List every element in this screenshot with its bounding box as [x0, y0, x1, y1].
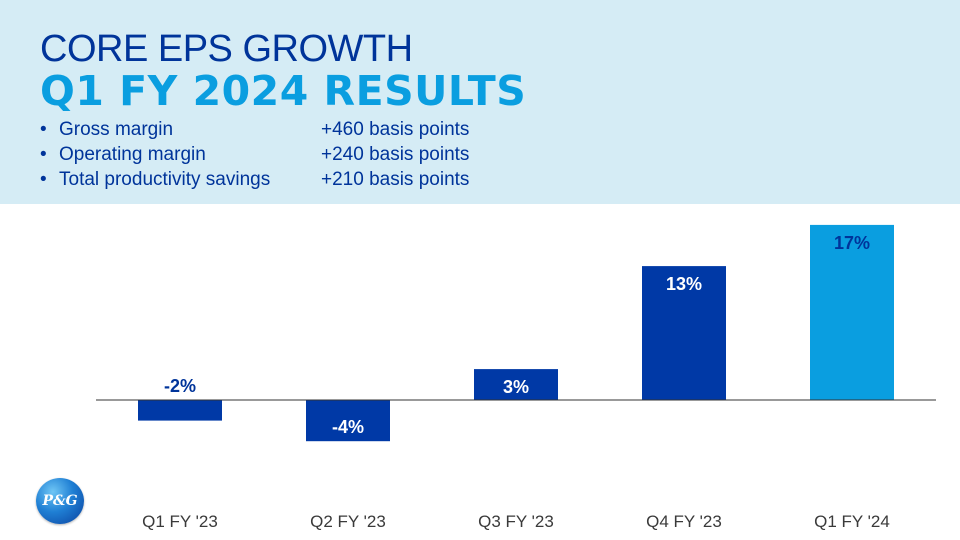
highlight-value: +210 basis points	[321, 169, 470, 190]
highlight-label: Gross margin	[59, 119, 174, 140]
bar-1	[306, 400, 390, 442]
highlight-value: +460 basis points	[321, 119, 470, 140]
bar-2	[474, 369, 558, 400]
bar-value-label: 3%	[503, 377, 529, 397]
bar-4	[810, 224, 894, 400]
bullet-icon: •	[40, 169, 47, 190]
category-label: Q3 FY '23	[478, 512, 554, 531]
eps-growth-bar-chart: -2% Q1 FY '23 -4% Q2 FY '23 3% Q3 FY '23 13% Q4…	[96, 224, 936, 531]
title-line-1: CORE EPS GROWTH	[40, 28, 413, 70]
bar-value-label: 17%	[834, 233, 870, 253]
header-banner: CORE EPS GROWTH Q1 FY 2024 RESULTS • Gro…	[0, 0, 960, 204]
category-label: Q1 FY '23	[142, 512, 218, 531]
bullet-icon: •	[40, 144, 47, 165]
bar-value-label: -4%	[332, 417, 364, 437]
logo-text: P&G	[42, 493, 78, 509]
category-label: Q4 FY '23	[646, 512, 722, 531]
bar-0	[138, 400, 222, 421]
bar-value-label: 13%	[666, 274, 702, 294]
pg-logo-icon: P&G	[36, 478, 84, 524]
title-line-2: Q1 FY 2024 RESULTS	[40, 67, 527, 115]
category-label: Q2 FY '23	[310, 512, 386, 531]
highlight-value: +240 basis points	[321, 144, 470, 165]
category-label: Q1 FY '24	[814, 512, 890, 531]
highlight-label: Total productivity savings	[59, 169, 271, 190]
bar-value-label: -2%	[164, 376, 196, 396]
highlight-label: Operating margin	[59, 144, 206, 165]
bullet-icon: •	[40, 119, 47, 140]
bar-3	[642, 266, 726, 400]
